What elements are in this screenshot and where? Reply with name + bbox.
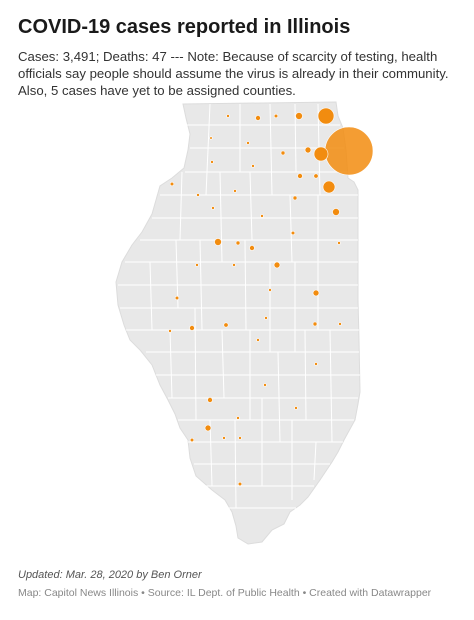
county-bubble-marshall <box>260 214 264 218</box>
county-bubble-boone <box>273 113 279 119</box>
county-bubble-lake <box>317 107 335 125</box>
county-bubble-kankakee <box>332 208 340 216</box>
county-bubble-lasalle <box>292 195 298 201</box>
county-bubble-macon <box>264 316 268 320</box>
county-bubble-jasper <box>314 362 318 366</box>
county-bubble-kendall <box>297 173 303 179</box>
county-bubble-mcdonough <box>195 263 199 267</box>
county-bubble-dekalb <box>280 150 286 156</box>
county-bubble-adams <box>174 295 180 301</box>
county-bubble-jackson <box>237 481 243 487</box>
county-bubble-morgan <box>189 325 195 331</box>
county-bubble-randolph <box>222 436 226 440</box>
county-bubble-winnebago <box>255 115 261 121</box>
case-bubbles <box>168 107 374 487</box>
county-bubble-sangamon <box>223 322 229 328</box>
county-bubble-will <box>322 180 336 194</box>
county-bubble-wayne <box>294 406 298 410</box>
county-bubble-dupage <box>313 146 329 162</box>
county-bubble-cook <box>324 126 374 176</box>
county-bubble-tazewell <box>214 238 222 246</box>
county-bubble-rockisland <box>169 181 175 187</box>
county-bubble-fayette <box>263 383 267 387</box>
county-bubble-grundy <box>313 173 319 179</box>
county-bubble-monroe <box>189 437 195 443</box>
county-bubble-madison <box>207 397 213 403</box>
county-bubble-jodaviess <box>209 136 213 140</box>
illinois-state-shape <box>115 101 361 545</box>
county-bubble-iroquois <box>337 241 341 245</box>
county-bubble-christian <box>256 338 260 342</box>
map-title: COVID-19 cases reported in Illinois <box>18 16 351 38</box>
county-borders <box>118 103 360 509</box>
county-bubble-livingston <box>290 230 296 236</box>
county-bubble-pike <box>168 329 172 333</box>
county-bubble-ogle <box>246 141 250 145</box>
county-bubble-washington <box>238 436 242 440</box>
county-bubble-lee <box>251 164 255 168</box>
county-bubble-fulton <box>232 263 236 267</box>
county-bubble-edgar <box>338 322 342 326</box>
county-bubble-mclean <box>273 261 281 269</box>
county-bubble-bureau <box>233 189 237 193</box>
county-bubble-whiteside <box>210 160 214 164</box>
county-bubble-dewitt <box>268 288 272 292</box>
updated-note: Updated: Mar. 28, 2020 by Ben Orner <box>18 569 202 581</box>
county-bubble-stclair <box>204 424 212 432</box>
county-bubble-kane <box>304 146 312 154</box>
county-bubble-coles <box>312 321 318 327</box>
county-bubble-peoria <box>235 240 241 246</box>
county-bubble-knox <box>211 206 215 210</box>
county-bubble-woodford <box>249 245 255 251</box>
source-credit: Map: Capitol News Illinois • Source: IL … <box>18 587 432 599</box>
county-bubble-stephenson <box>226 114 230 118</box>
county-bubble-henry <box>196 193 200 197</box>
county-bubble-mchenry <box>295 112 303 120</box>
county-bubble-champaign <box>312 289 320 297</box>
county-bubble-clinton <box>236 416 240 420</box>
map-description: Cases: 3,491; Deaths: 47 --- Note: Becau… <box>18 49 449 98</box>
